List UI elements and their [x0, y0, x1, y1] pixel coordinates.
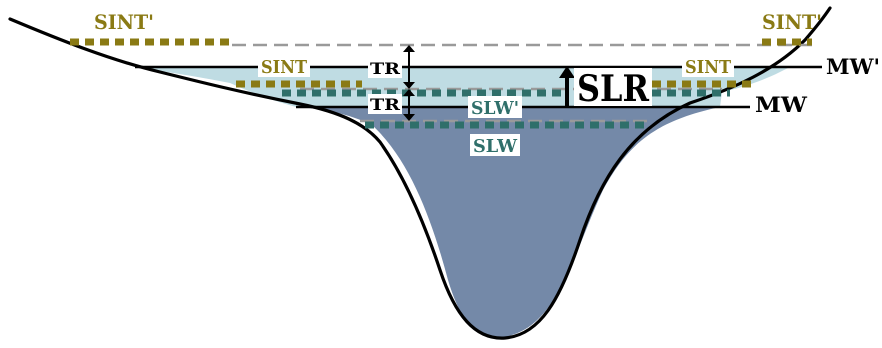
- sint-left-label-bg: [258, 56, 310, 77]
- sint-prime-right-label: SINT': [762, 10, 822, 34]
- tr-lower-label: TR: [370, 95, 401, 114]
- slw-prime-label: SLW': [471, 98, 519, 119]
- tr-upper-label: TR: [370, 59, 401, 78]
- tr-upper-label-bg: [368, 58, 402, 78]
- slr-label: SLR: [577, 68, 650, 110]
- tr-lower-label-bg: [368, 94, 402, 114]
- tr-upper-arrow: [403, 45, 415, 89]
- slr-arrow: [559, 66, 575, 106]
- sint-right-label-bg: [682, 56, 734, 77]
- sint-prime-left-label: SINT': [94, 10, 154, 34]
- slr-label-bg: [574, 68, 652, 106]
- mw-label: MW: [755, 92, 807, 117]
- sint-right-label: SINT: [685, 57, 732, 78]
- tr-lower-arrow: [403, 89, 415, 121]
- mw-prime-label: MW': [826, 54, 880, 79]
- slw-prime-label-bg: [468, 96, 522, 118]
- slw-label: SLW: [473, 136, 518, 157]
- slw-label-bg: [470, 134, 520, 156]
- sint-left-label: SINT: [261, 57, 308, 78]
- lower-water-body: [296, 107, 720, 338]
